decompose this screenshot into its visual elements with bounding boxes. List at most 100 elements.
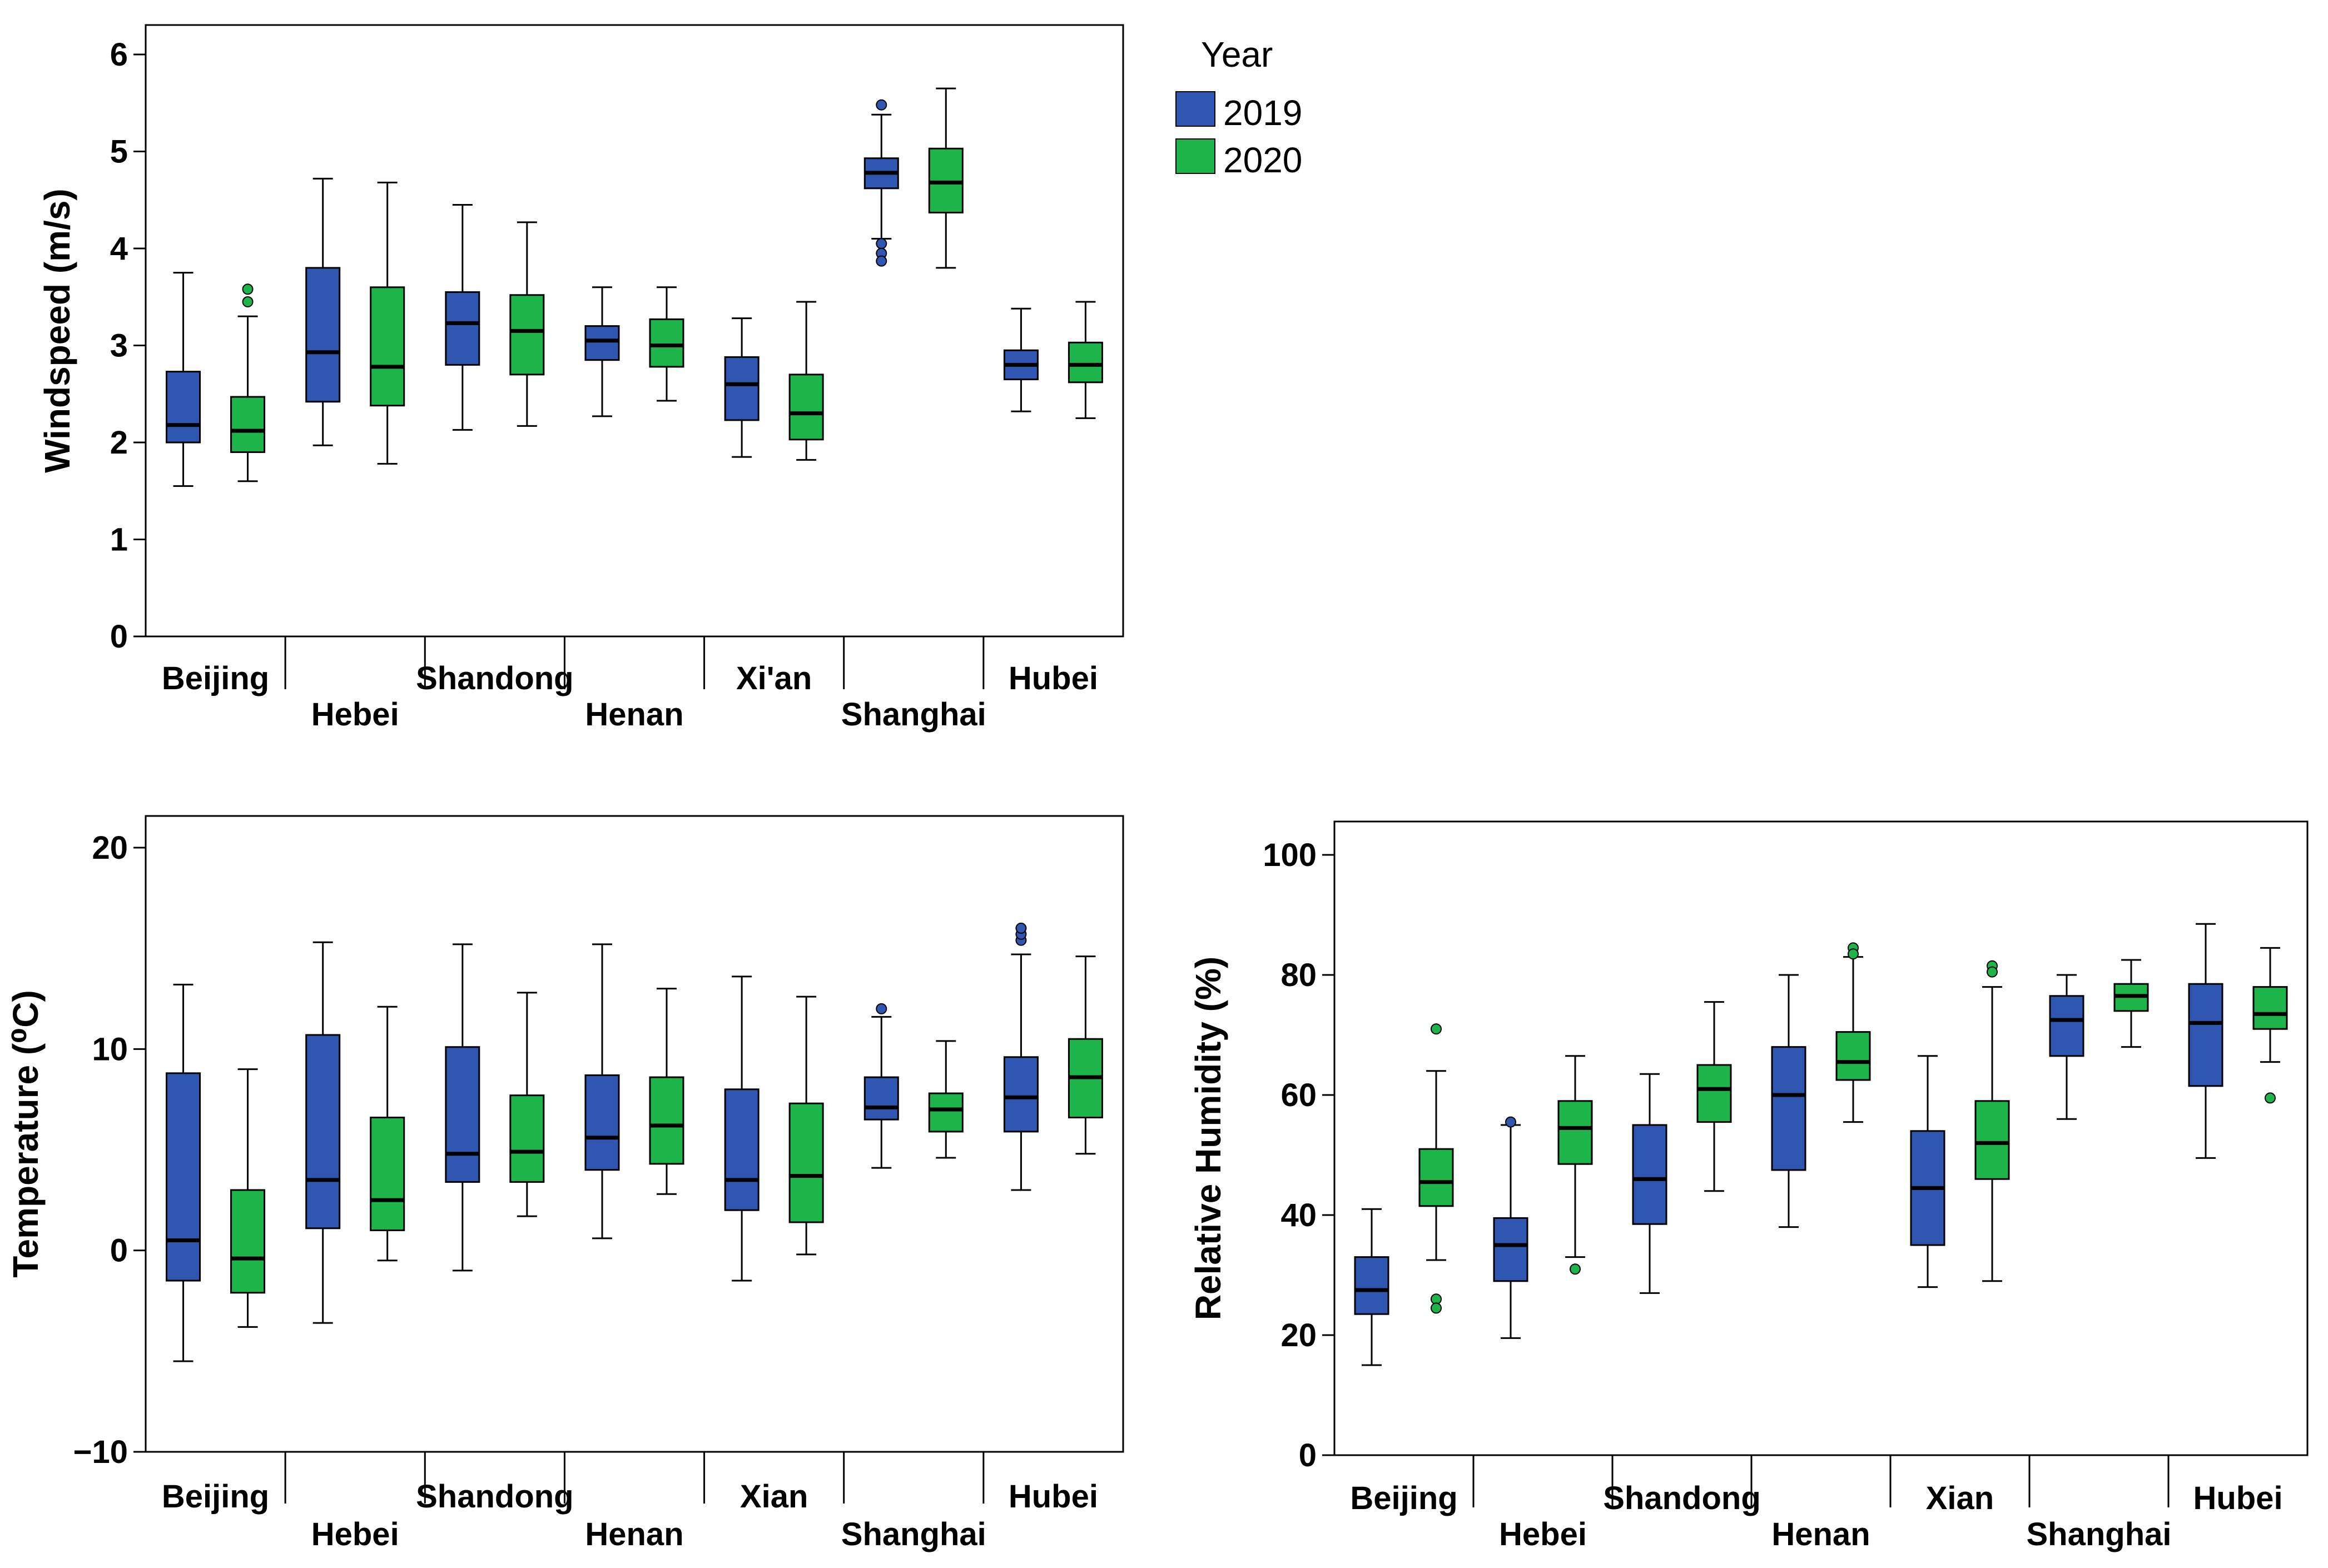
- temperature-henan-2019-iqr-box: [584, 1074, 620, 1171]
- windspeed-y-axis-title: Windspeed (m/s): [37, 188, 77, 472]
- temperature-beijing-2019-box: [166, 983, 201, 1362]
- temperature-x-label-shandong: Shandong: [416, 1479, 574, 1515]
- temperature-x-label-shanghai: Shanghai: [841, 1516, 986, 1552]
- temperature-xian-2020-box: [788, 995, 824, 1256]
- windspeed-y-tick-label: 4: [110, 231, 128, 267]
- windspeed-x-label-xi-an: Xi'an: [736, 660, 812, 696]
- humidity-y-tick-label: 40: [1280, 1197, 1317, 1233]
- humidity-y-tick-label: 20: [1280, 1317, 1317, 1353]
- temperature-shandong-2020-iqr-box: [509, 1094, 545, 1183]
- temperature-hebei-2019-iqr-box: [305, 1034, 341, 1229]
- windspeed-beijing-2020-iqr-box: [230, 396, 266, 453]
- temperature-y-axis-title: Temperature (⁰C): [6, 990, 46, 1278]
- windspeed-hebei-2019-iqr-box: [305, 267, 341, 403]
- windspeed-y-tick-label: 3: [110, 328, 128, 364]
- temperature-shanghai-2019-iqr-box: [863, 1076, 899, 1121]
- humidity-beijing-2020-iqr-box: [1418, 1148, 1454, 1207]
- windspeed-hubei-2020-box: [1068, 301, 1103, 419]
- humidity-x-label-hubei: Hubei: [2193, 1480, 2282, 1516]
- humidity-shanghai-2019-iqr-box: [2049, 995, 2084, 1057]
- humidity-beijing-2020-box: [1418, 1023, 1454, 1314]
- windspeed-shandong-2020-iqr-box: [509, 294, 545, 376]
- windspeed-x-label-shandong: Shandong: [416, 660, 574, 696]
- temperature-henan-2020-iqr-box: [649, 1076, 684, 1165]
- temperature-y-tick-label: −10: [73, 1434, 128, 1470]
- temperature-hubei-2020-box: [1068, 955, 1103, 1155]
- temperature-hubei-2019-iqr-box: [1003, 1056, 1039, 1133]
- humidity-y-axis-title: Relative Humidity (%): [1188, 957, 1228, 1320]
- windspeed-henan-2019-box: [584, 286, 620, 417]
- temperature-x-label-hubei: Hubei: [1009, 1479, 1098, 1515]
- humidity-beijing-2020-outlier: [1431, 1023, 1442, 1035]
- windspeed-hubei-2019-box: [1003, 307, 1039, 412]
- windspeed-x-label-henan: Henan: [585, 696, 683, 733]
- humidity-y-tick-label: 60: [1280, 1077, 1317, 1113]
- temperature-xian-2019-iqr-box: [724, 1088, 760, 1211]
- windspeed-beijing-2019-box: [166, 272, 201, 487]
- humidity-henan-2020-iqr-box: [1835, 1031, 1871, 1081]
- windspeed-x-label-hubei: Hubei: [1009, 660, 1098, 696]
- humidity-hebei-2019-iqr-box: [1493, 1217, 1528, 1282]
- humidity-xian-2020-iqr-box: [1974, 1100, 2010, 1180]
- windspeed-shandong-2020-box: [509, 221, 545, 427]
- humidity-xian-2019-box: [1910, 1055, 1945, 1288]
- humidity-x-label-henan: Henan: [1771, 1516, 1870, 1552]
- windspeed-hebei-2020-iqr-box: [370, 286, 405, 407]
- windspeed-boxplot: 0 1 2 3 4 5 6 Windspeed (m/s) Beijing Hebei Shando…: [37, 24, 1124, 733]
- humidity-hubei-2019-iqr-box: [2188, 983, 2223, 1087]
- temperature-beijing-2020-box: [230, 1068, 266, 1328]
- windspeed-beijing-2019-iqr-box: [166, 371, 201, 444]
- windspeed-beijing-2020-box: [230, 283, 266, 482]
- humidity-henan-2020-outlier: [1848, 948, 1859, 960]
- windspeed-henan-2020-box: [649, 286, 684, 402]
- temperature-x-label-hebei: Hebei: [311, 1516, 399, 1552]
- windspeed-hebei-2019-box: [305, 177, 341, 446]
- humidity-boxplot: 0 20 40 60 80 100 Relative Humidity (%) Beijing…: [1188, 820, 2309, 1552]
- windspeed-beijing-2020-outlier: [242, 296, 254, 307]
- windspeed-y-tick-label: 1: [110, 522, 128, 558]
- temperature-y-tick-label: 0: [110, 1233, 128, 1269]
- temperature-y-tick-label: 20: [92, 830, 128, 866]
- humidity-hebei-2020-iqr-box: [1557, 1100, 1593, 1165]
- humidity-hebei-2019-box: [1493, 1116, 1528, 1339]
- windspeed-xi-an-2020-box: [788, 301, 824, 461]
- temperature-y-tick-label: 10: [92, 1031, 128, 1067]
- temperature-hebei-2020-iqr-box: [370, 1117, 405, 1231]
- humidity-shandong-2020-iqr-box: [1696, 1064, 1732, 1123]
- humidity-x-label-beijing: Beijing: [1350, 1480, 1457, 1516]
- humidity-hebei-2019-outlier: [1505, 1116, 1516, 1128]
- windspeed-shanghai-2019-box: [863, 99, 899, 267]
- temperature-x-label-xian: Xian: [740, 1479, 808, 1515]
- windspeed-x-label-beijing: Beijing: [162, 660, 269, 696]
- windspeed-hubei-2020-iqr-box: [1068, 341, 1103, 384]
- humidity-shanghai-2020-box: [2113, 959, 2149, 1048]
- windspeed-y-tick-label: 5: [110, 134, 128, 170]
- temperature-plot-frame: [145, 815, 1124, 1453]
- humidity-beijing-2019-box: [1354, 1208, 1389, 1366]
- humidity-xian-2020-box: [1974, 960, 2010, 1282]
- temperature-shandong-2019-iqr-box: [445, 1046, 480, 1183]
- temperature-hubei-2019-outlier: [1015, 922, 1027, 934]
- windspeed-xi-an-2020-iqr-box: [788, 374, 824, 441]
- windspeed-x-label-hebei: Hebei: [311, 696, 399, 733]
- humidity-y-tick-label: 80: [1280, 957, 1317, 993]
- windspeed-xi-an-2019-box: [724, 317, 760, 458]
- windspeed-hebei-2020-box: [370, 181, 405, 465]
- temperature-shanghai-2020-box: [928, 1040, 964, 1159]
- humidity-x-label-shandong: Shandong: [1603, 1480, 1761, 1516]
- windspeed-shanghai-2019-outlier: [876, 99, 887, 111]
- humidity-shandong-2019-iqr-box: [1632, 1124, 1667, 1225]
- windspeed-x-label-shanghai: Shanghai: [841, 696, 986, 733]
- humidity-plot-frame: [1333, 820, 2309, 1456]
- temperature-hubei-2019-box: [1003, 922, 1039, 1191]
- legend-title: Year: [1201, 34, 1273, 74]
- humidity-y-tick-label: 0: [1299, 1437, 1317, 1474]
- humidity-hubei-2020-iqr-box: [2252, 986, 2288, 1030]
- legend: Year 2019 2020: [1175, 34, 1302, 180]
- windspeed-henan-2020-iqr-box: [649, 318, 684, 368]
- windspeed-y-tick-label: 0: [110, 619, 128, 655]
- humidity-henan-2019-iqr-box: [1771, 1046, 1806, 1171]
- windspeed-shandong-2019-box: [445, 203, 480, 431]
- legend-swatch-2019: [1175, 91, 1215, 127]
- temperature-hebei-2019-box: [305, 941, 341, 1324]
